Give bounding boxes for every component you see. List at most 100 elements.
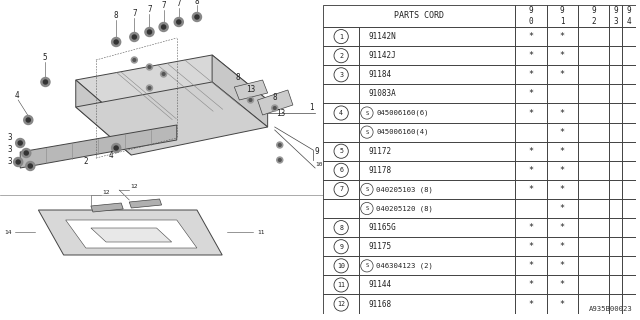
Bar <box>515 180 547 199</box>
Text: *: * <box>559 185 564 194</box>
Text: S: S <box>365 206 369 211</box>
Bar <box>609 142 623 161</box>
Text: 91172: 91172 <box>369 147 392 156</box>
Circle shape <box>133 59 136 61</box>
Circle shape <box>159 22 168 31</box>
Circle shape <box>334 106 348 120</box>
Bar <box>609 46 623 65</box>
Text: *: * <box>529 280 533 290</box>
Bar <box>323 142 359 161</box>
Polygon shape <box>257 90 293 115</box>
Bar <box>547 123 578 142</box>
Bar <box>359 294 515 314</box>
Bar <box>515 5 547 27</box>
Text: *: * <box>559 280 564 290</box>
Circle shape <box>334 68 348 82</box>
Circle shape <box>278 144 281 146</box>
Circle shape <box>15 139 25 148</box>
Text: 8: 8 <box>339 225 343 231</box>
Text: *: * <box>559 108 564 117</box>
Bar <box>578 237 609 256</box>
Circle shape <box>174 18 183 27</box>
Text: *: * <box>559 242 564 251</box>
Text: *: * <box>559 128 564 137</box>
Circle shape <box>273 107 276 109</box>
Circle shape <box>334 29 348 44</box>
Bar <box>623 180 636 199</box>
Bar <box>359 199 515 218</box>
Bar <box>578 218 609 237</box>
Text: 1: 1 <box>308 103 314 113</box>
Bar <box>623 84 636 103</box>
Bar <box>578 294 609 314</box>
Polygon shape <box>76 80 131 155</box>
Bar <box>515 27 547 46</box>
Bar <box>515 276 547 294</box>
Text: 2: 2 <box>339 53 343 59</box>
Text: 91142N: 91142N <box>369 32 396 41</box>
Circle shape <box>361 107 373 119</box>
Polygon shape <box>91 228 172 242</box>
Circle shape <box>44 80 47 84</box>
Bar <box>609 294 623 314</box>
Bar <box>323 294 359 314</box>
Circle shape <box>334 49 348 63</box>
Bar <box>609 256 623 276</box>
Text: 040205120 (8): 040205120 (8) <box>376 205 433 212</box>
Bar <box>547 142 578 161</box>
Text: 4: 4 <box>109 150 113 159</box>
Bar <box>547 65 578 84</box>
Circle shape <box>22 148 31 157</box>
Bar <box>623 5 636 27</box>
Bar <box>623 65 636 84</box>
Bar <box>547 237 578 256</box>
Circle shape <box>26 118 30 122</box>
Text: S: S <box>365 110 369 116</box>
Text: 91178: 91178 <box>369 166 392 175</box>
Bar <box>578 84 609 103</box>
Text: 3: 3 <box>8 157 12 166</box>
Text: S: S <box>365 187 369 192</box>
Text: 2: 2 <box>84 157 88 166</box>
Bar <box>578 256 609 276</box>
Text: 6: 6 <box>339 167 343 173</box>
Bar <box>547 84 578 103</box>
Bar <box>578 199 609 218</box>
Circle shape <box>361 126 373 138</box>
Bar <box>323 46 359 65</box>
Text: 9
2: 9 2 <box>591 6 596 26</box>
Text: 9
1: 9 1 <box>560 6 564 26</box>
Circle shape <box>195 15 199 19</box>
Text: *: * <box>529 223 533 232</box>
Text: 7: 7 <box>161 1 166 10</box>
Circle shape <box>161 25 166 29</box>
Circle shape <box>334 144 348 158</box>
Circle shape <box>334 220 348 235</box>
Text: 14: 14 <box>4 229 12 235</box>
Bar <box>623 27 636 46</box>
Bar <box>578 161 609 180</box>
Text: 91142J: 91142J <box>369 51 396 60</box>
Circle shape <box>361 203 373 215</box>
Text: 12: 12 <box>337 301 345 307</box>
Bar <box>609 161 623 180</box>
Bar <box>623 161 636 180</box>
Circle shape <box>24 116 33 124</box>
Bar <box>547 27 578 46</box>
Bar <box>578 276 609 294</box>
Circle shape <box>177 20 181 24</box>
Text: 9: 9 <box>339 244 343 250</box>
Text: *: * <box>529 32 533 41</box>
Bar <box>623 142 636 161</box>
Circle shape <box>334 259 348 273</box>
Text: *: * <box>559 51 564 60</box>
Text: 1: 1 <box>339 34 343 40</box>
Bar <box>547 294 578 314</box>
Bar <box>359 276 515 294</box>
Bar <box>323 256 359 276</box>
Text: 046304123 (2): 046304123 (2) <box>376 263 433 269</box>
Text: 9
4: 9 4 <box>627 6 632 26</box>
Circle shape <box>161 71 166 77</box>
Text: *: * <box>559 32 564 41</box>
Text: 91175: 91175 <box>369 242 392 251</box>
